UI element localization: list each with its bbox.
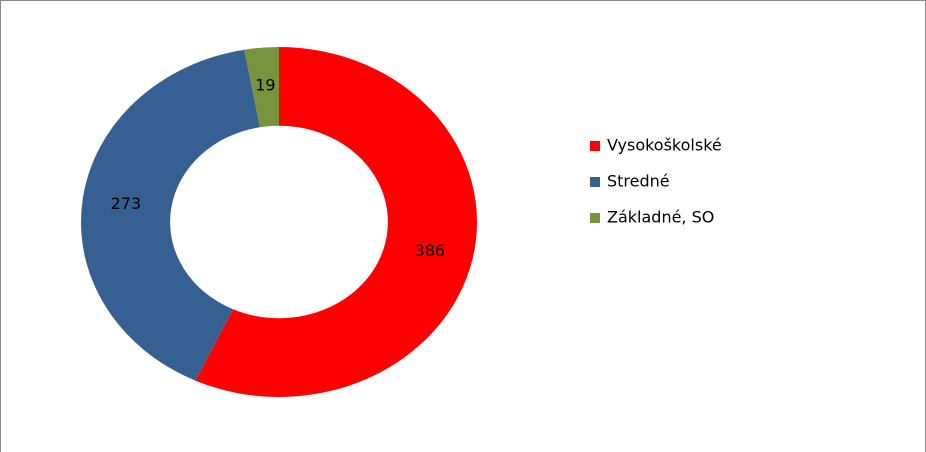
legend-label: Stredné (607, 172, 670, 191)
legend-swatch (590, 177, 600, 187)
donut-segment (81, 49, 260, 381)
legend-swatch (590, 213, 600, 223)
legend-label: Základné, SO (607, 208, 714, 227)
donut-segment (244, 47, 279, 128)
legend-swatch (590, 141, 600, 151)
data-label: 386 (415, 241, 446, 260)
donut-segment (195, 47, 477, 397)
legend-label: Vysokoškolské (607, 136, 722, 155)
data-label: 273 (111, 194, 142, 213)
data-label: 19 (255, 76, 275, 95)
